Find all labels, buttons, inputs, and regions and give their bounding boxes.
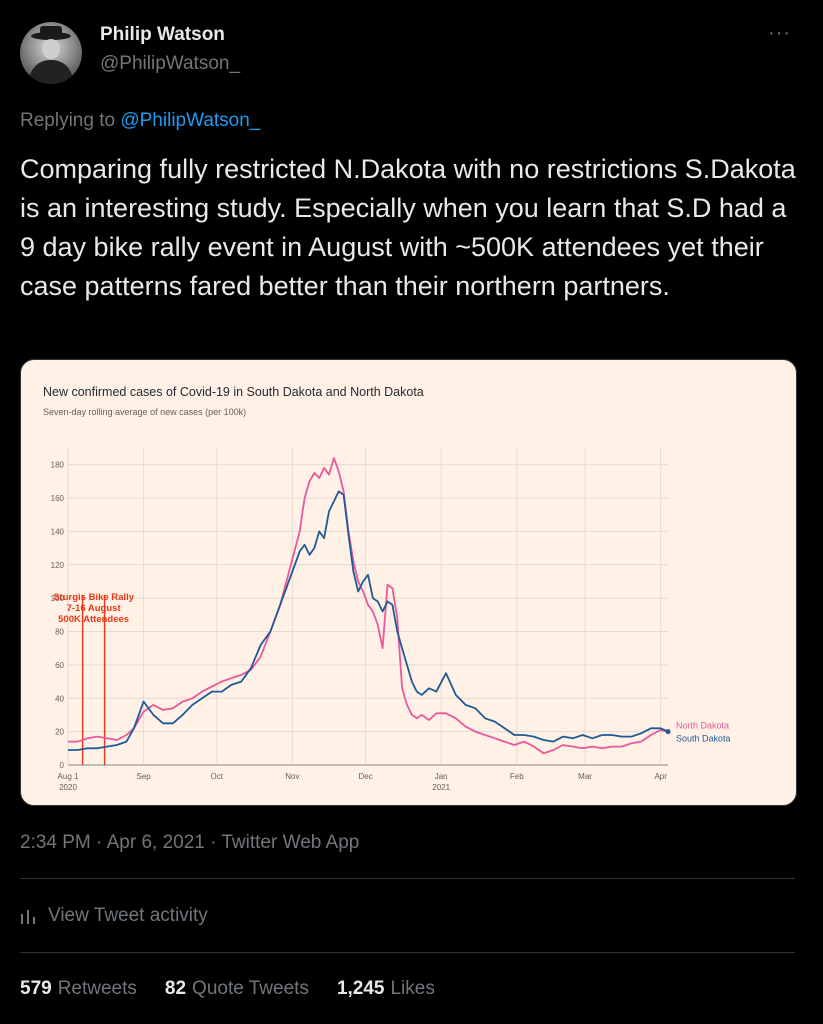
view-tweet-activity-button[interactable]: View Tweet activity xyxy=(20,905,208,927)
series-endpoint xyxy=(665,729,671,735)
x-tick-label: Mar xyxy=(578,772,592,781)
activity-label: View Tweet activity xyxy=(48,905,208,926)
rally-annotation-text: 7-16 August xyxy=(67,603,122,614)
quote-tweets-count: 82 xyxy=(164,978,187,999)
x-tick-label: Feb xyxy=(510,772,524,781)
y-tick-label: 180 xyxy=(51,461,65,470)
rally-annotation-text: Sturgis Bike Rally xyxy=(53,592,134,603)
legend-label-south-dakota: South Dakota xyxy=(676,734,731,744)
tweet-stats: 579 Retweets 82 Quote Tweets 1,245 Likes xyxy=(20,978,463,1000)
chart-subtitle: Seven-day rolling average of new cases (… xyxy=(43,407,246,417)
quote-tweets-stat[interactable]: 82 Quote Tweets xyxy=(165,978,309,1000)
x-tick-sublabel: 2021 xyxy=(432,783,450,792)
tweet-media-chart[interactable]: New confirmed cases of Covid-19 in South… xyxy=(20,359,797,806)
divider xyxy=(20,878,795,879)
likes-count: 1,245 xyxy=(336,978,385,999)
replying-to: Replying to @PhilipWatson_ xyxy=(20,110,260,132)
legend-label-north-dakota: North Dakota xyxy=(676,721,729,731)
y-tick-label: 20 xyxy=(55,728,64,737)
retweets-count: 579 xyxy=(20,978,52,999)
x-tick-label: Oct xyxy=(211,772,224,781)
likes-stat[interactable]: 1,245 Likes xyxy=(337,978,435,1000)
retweets-stat[interactable]: 579 Retweets xyxy=(20,978,137,1000)
covid-cases-chart: New confirmed cases of Covid-19 in South… xyxy=(43,385,731,792)
x-tick-label: Apr xyxy=(654,772,667,781)
analytics-icon xyxy=(21,910,35,924)
more-options-icon[interactable]: ··· xyxy=(768,22,791,44)
retweets-label: Retweets xyxy=(57,978,137,999)
x-tick-label: Nov xyxy=(285,772,299,781)
series-line-south-dakota xyxy=(68,490,669,751)
replying-prefix: Replying to xyxy=(20,110,116,131)
y-tick-label: 120 xyxy=(51,561,65,570)
y-tick-label: 80 xyxy=(55,628,64,637)
y-tick-label: 160 xyxy=(51,494,65,503)
divider xyxy=(20,952,795,953)
y-tick-label: 60 xyxy=(55,661,64,670)
x-tick-label: Aug 1 xyxy=(58,772,79,781)
x-tick-label: Jan xyxy=(435,772,448,781)
tweet-text: Comparing fully restricted N.Dakota with… xyxy=(20,154,796,301)
x-tick-label: Dec xyxy=(358,772,372,781)
x-tick-label: Sep xyxy=(136,772,151,781)
tweet-timestamp[interactable]: 2:34 PM · Apr 6, 2021 · Twitter Web App xyxy=(20,832,360,853)
chart-title: New confirmed cases of Covid-19 in South… xyxy=(43,385,424,399)
display-name[interactable]: Philip Watson xyxy=(100,24,225,45)
y-tick-label: 100 xyxy=(51,594,65,603)
rally-annotation-text: 500K Attendees xyxy=(58,614,129,625)
x-tick-sublabel: 2020 xyxy=(59,783,77,792)
user-handle[interactable]: @PhilipWatson_ xyxy=(100,53,241,74)
quote-tweets-label: Quote Tweets xyxy=(192,978,309,999)
reply-mention-link[interactable]: @PhilipWatson_ xyxy=(120,110,261,131)
avatar[interactable] xyxy=(20,22,82,84)
likes-label: Likes xyxy=(390,978,435,999)
y-tick-label: 40 xyxy=(55,694,64,703)
y-tick-label: 0 xyxy=(60,761,65,770)
y-tick-label: 140 xyxy=(51,527,65,536)
avatar-portrait-icon xyxy=(28,26,74,84)
series-line-north-dakota xyxy=(68,457,669,755)
